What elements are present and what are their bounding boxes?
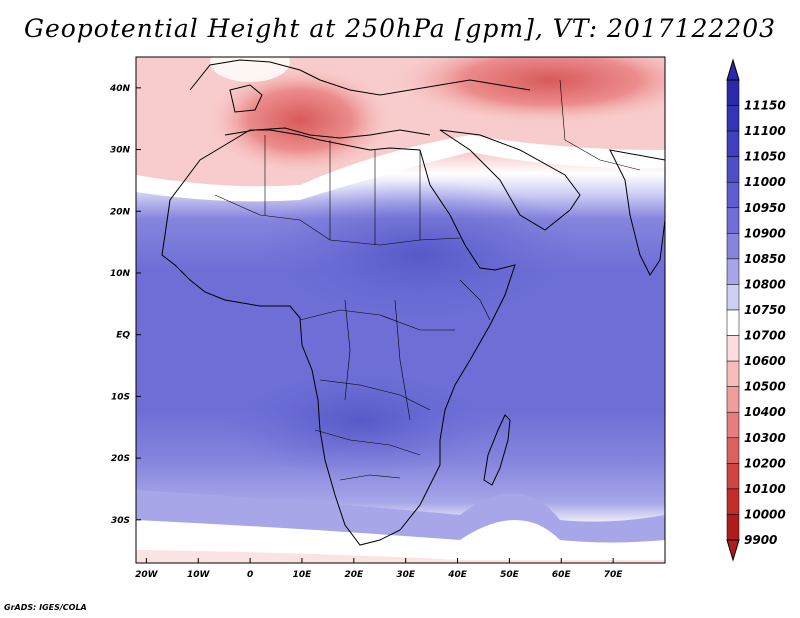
colorbar-label: 10400 [744,405,786,419]
lat-tick-label: 10S [111,392,130,402]
colorbar-swatch [726,233,740,260]
colorbar-label: 11000 [744,175,786,189]
colorbar-label: 10300 [744,431,786,445]
colorbar-label: 10950 [744,201,786,215]
lat-tick-label: 20N [110,207,131,217]
colorbar-label: 10600 [744,354,786,368]
lat-tick-label: 40N [109,84,131,94]
lat-tick-label: 30N [110,146,131,156]
axis-ticks: 20W 10W 0 10E 20E 30E 40E 50E 60E 70E 40N 30N 20N 10N… [109,84,623,580]
colorbar-swatch [726,284,740,311]
colorbar-label: 10700 [744,329,786,343]
colorbar-label: 11050 [744,150,786,164]
colorbar-swatch [726,335,740,362]
map-frame [135,56,666,564]
colorbar-swatch [726,309,740,336]
colorbar-label: 10100 [744,482,786,496]
colorbar-swatch [726,386,740,413]
lat-tick-label: 20S [111,454,130,464]
colorbar-label: 10900 [744,226,786,240]
colorbar-swatch [726,411,740,439]
lon-tick-label: 50E [500,570,520,580]
colorbar-label: 10000 [744,507,786,521]
colorbar-swatch [726,514,740,541]
plot-title: Geopotential Height at 250hPa [gpm], VT:… [23,14,777,43]
lon-tick-label: 20W [135,570,159,580]
colorbar-swatch [726,156,740,183]
colorbar-label: 10500 [744,380,786,394]
colorbar-swatch [726,181,740,209]
colorbar-bottom-arrow [726,539,740,562]
colorbar-swatch [726,130,740,157]
coastlines [161,59,665,546]
grads-credit: GrADS: IGES/COLA [4,603,87,612]
lon-tick-label: 40E [447,570,468,580]
colorbar-label: 11150 [744,99,786,113]
height-field [136,57,665,563]
colorbar-label: 9900 [744,533,777,547]
lon-tick-label: 10E [293,570,313,580]
colorbar-swatch [726,360,740,387]
colorbar-swatch [726,437,740,464]
country-borders [214,79,641,481]
colorbar-swatch [726,463,740,490]
lon-tick-label: 30E [396,570,416,580]
colorbar-label: 10200 [744,456,786,470]
colorbar-top-arrow [726,58,740,81]
colorbar-label: 10800 [744,277,786,291]
lon-tick-label: 0 [247,570,253,580]
lon-tick-label: 70E [604,570,624,580]
colorbar-swatch [726,258,740,285]
colorbar-swatch [726,79,740,106]
lon-tick-label: 20E [344,570,364,580]
lon-tick-label: 10W [187,570,211,580]
lon-tick-label: 60E [552,570,572,580]
colorbar-label: 10750 [744,303,786,317]
lat-tick-label: EQ [116,331,130,341]
lat-tick-label: 30S [111,516,130,526]
colorbar-label: 10850 [744,252,786,266]
colorbar: 11150 11100 11050 11000 10950 10900 10850 10800… [726,58,786,562]
colorbar-swatch [726,488,740,515]
lat-tick-label: 10N [110,269,131,279]
colorbar-swatch [726,207,740,234]
colorbar-label: 11100 [744,124,786,138]
colorbar-swatch [726,105,740,132]
